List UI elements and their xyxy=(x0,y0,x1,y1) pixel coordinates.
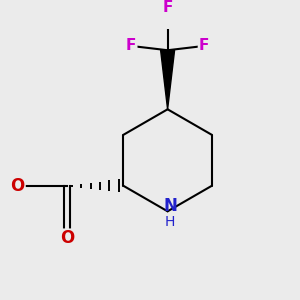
Text: F: F xyxy=(162,0,173,15)
Polygon shape xyxy=(160,50,175,109)
Text: H: H xyxy=(165,215,175,229)
Text: F: F xyxy=(199,38,209,53)
Text: O: O xyxy=(60,230,74,247)
Text: F: F xyxy=(126,38,136,53)
Text: N: N xyxy=(163,197,177,215)
Text: O: O xyxy=(11,177,25,195)
